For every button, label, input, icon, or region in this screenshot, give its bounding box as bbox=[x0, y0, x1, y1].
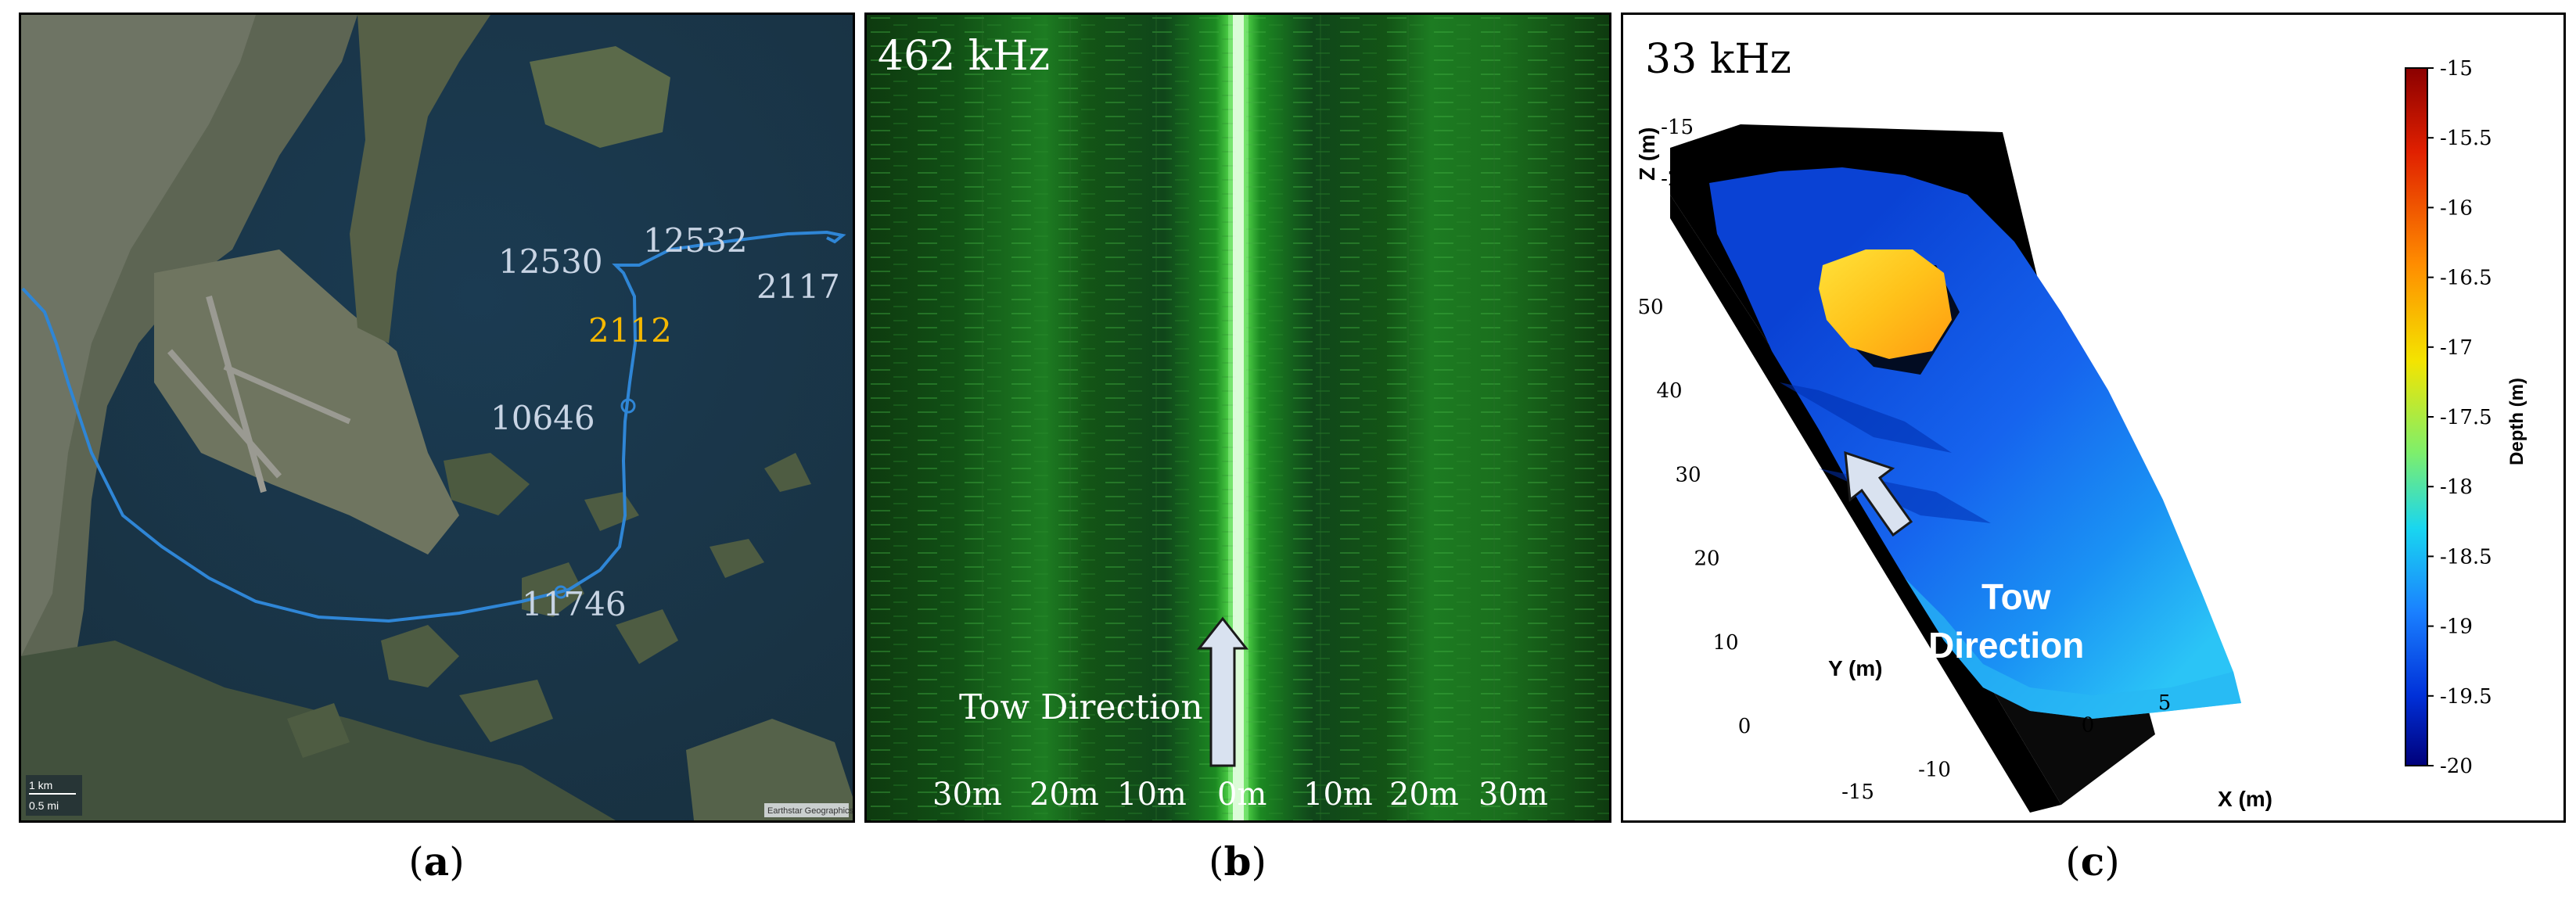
range-label: 10m bbox=[1117, 777, 1187, 813]
range-label: 10m bbox=[1303, 777, 1373, 813]
survey-track bbox=[21, 230, 846, 623]
colorbar-tick-label: -20 bbox=[2440, 755, 2473, 778]
caption-a: (a) bbox=[408, 838, 465, 885]
caption-b: (b) bbox=[1209, 838, 1266, 885]
marker-label: 11746 bbox=[522, 585, 627, 623]
scale-bar-box bbox=[26, 775, 82, 816]
marker-label: 12530 bbox=[498, 242, 603, 281]
colorbar-tick-label: -19 bbox=[2440, 616, 2473, 639]
y-tick-label: 40 bbox=[1656, 379, 1682, 403]
x-tick-label: -5 bbox=[2001, 736, 2021, 759]
frequency-label: 462 kHz bbox=[878, 33, 1050, 80]
x-tick-label: -15 bbox=[1841, 781, 1874, 804]
island bbox=[381, 625, 459, 687]
seafloor-ridge bbox=[1780, 382, 1952, 453]
y-tick-label: 30 bbox=[1675, 463, 1701, 486]
colorbar-tick-label: -18.5 bbox=[2440, 545, 2492, 569]
colorbar-ticks: -15 -15.5 -16 -16.5 -17 -17.5 -18 -18.5 -19 -19.5… bbox=[2427, 57, 2492, 778]
range-label: 30m bbox=[1478, 777, 1548, 813]
bathymetry-plot: Tow Direction 33 kHz Z (m) Y (m) X (m) 0… bbox=[1635, 36, 2527, 813]
marker-label: 2117 bbox=[756, 267, 840, 306]
island bbox=[444, 453, 530, 515]
northeast-island bbox=[530, 46, 670, 148]
x-tick-label: 0 bbox=[2082, 714, 2095, 738]
island bbox=[710, 539, 764, 578]
y-tick-label: 20 bbox=[1694, 547, 1719, 571]
tow-label: Tow bbox=[1981, 576, 2051, 617]
x-tick-label: 5 bbox=[2158, 691, 2172, 715]
panel-c-bathymetry: Tow Direction 33 kHz Z (m) Y (m) X (m) 0… bbox=[1621, 13, 2566, 823]
colorbar-tick-label: -19.5 bbox=[2440, 685, 2492, 709]
panel-b-sonar: 462 kHz Tow Direction 30m 20m 10m 0m 10m… bbox=[864, 13, 1611, 823]
axis-ticks: 0 10 20 30 40 50 -15 -10 -5 0 5 -15 -20 bbox=[1637, 116, 2171, 804]
y-tick-label: 0 bbox=[1738, 715, 1751, 738]
range-label: 20m bbox=[1389, 777, 1459, 813]
colorbar-tick-label: -15 bbox=[2440, 57, 2473, 81]
range-label: 20m bbox=[1029, 777, 1099, 813]
island bbox=[522, 562, 584, 617]
z-tick-label: -20 bbox=[1661, 167, 1694, 191]
colorbar-tick-label: -15.5 bbox=[2440, 127, 2492, 150]
nadir-line bbox=[1233, 15, 1244, 820]
colorbar-label: Depth (m) bbox=[2506, 378, 2527, 465]
mainland-urban-dense bbox=[21, 15, 256, 656]
sonar-canvas: 462 kHz Tow Direction 30m 20m 10m 0m 10m… bbox=[867, 15, 1609, 820]
tow-direction-arrow bbox=[1196, 616, 1249, 767]
x-axis-title: X (m) bbox=[2218, 787, 2272, 811]
frequency-label: 33 kHz bbox=[1645, 36, 1791, 83]
attribution: Earthstar Geographics bbox=[767, 806, 853, 816]
map-canvas: 12530 12532 2117 2112 10646 11746 1 km 0… bbox=[21, 15, 853, 820]
island bbox=[686, 719, 853, 820]
range-label: 0m bbox=[1217, 777, 1266, 813]
tow-direction-arrow bbox=[1844, 450, 1913, 537]
z-axis-title: Z (m) bbox=[1635, 127, 1659, 181]
x-tick-label: -10 bbox=[1918, 759, 1951, 782]
island bbox=[764, 453, 811, 492]
colorbar-tick-label: -17 bbox=[2440, 336, 2473, 360]
tow-direction-label: Tow Direction bbox=[959, 687, 1203, 727]
y-tick-label: 50 bbox=[1637, 296, 1663, 319]
seafloor-near-edge bbox=[1905, 578, 2241, 719]
marker-label: 10646 bbox=[490, 399, 595, 437]
scale-mi: 0.5 mi bbox=[29, 799, 59, 812]
colorbar-tick-label: -16.5 bbox=[2440, 267, 2492, 290]
northern-peninsula bbox=[350, 15, 490, 343]
island bbox=[287, 703, 350, 758]
colorbar-tick-label: -17.5 bbox=[2440, 406, 2492, 429]
island bbox=[616, 609, 678, 664]
marker-label: 12532 bbox=[643, 221, 748, 260]
caption-c: (c) bbox=[2065, 838, 2120, 885]
scale-km: 1 km bbox=[29, 779, 52, 791]
y-tick-label: 10 bbox=[1712, 631, 1738, 655]
panel-a-map: 12530 12532 2117 2112 10646 11746 1 km 0… bbox=[19, 13, 855, 823]
seafloor-object bbox=[1819, 249, 1952, 359]
y-axis-title: Y (m) bbox=[1828, 656, 1883, 680]
range-label: 30m bbox=[932, 777, 1002, 813]
island bbox=[459, 680, 553, 742]
marker-label: 2112 bbox=[588, 311, 672, 350]
tow-label: Direction bbox=[1928, 625, 2084, 666]
z-tick-label: -15 bbox=[1661, 116, 1694, 139]
colorbar bbox=[2405, 67, 2428, 766]
colorbar-tick-label: -18 bbox=[2440, 476, 2473, 499]
attribution-box bbox=[764, 803, 849, 817]
colorbar-tick-label: -16 bbox=[2440, 196, 2473, 220]
